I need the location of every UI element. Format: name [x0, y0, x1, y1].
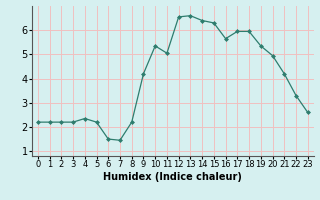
- X-axis label: Humidex (Indice chaleur): Humidex (Indice chaleur): [103, 172, 242, 182]
